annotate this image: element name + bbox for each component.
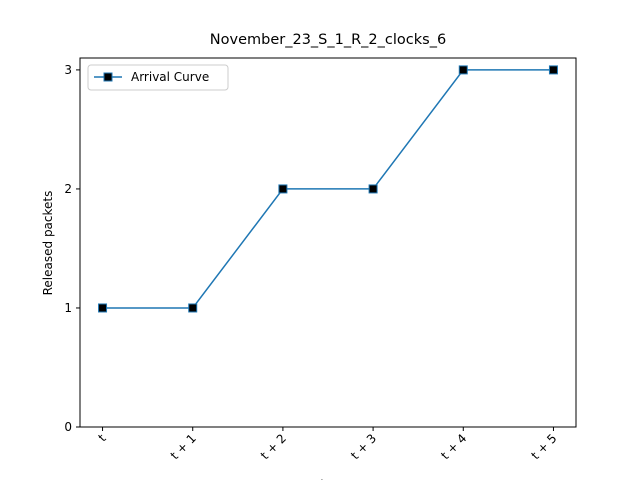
y-tick-label: 0 bbox=[64, 420, 72, 434]
x-tick-label: t + 2 bbox=[258, 431, 289, 462]
plot-frame bbox=[79, 57, 577, 428]
x-tick-label: t + 5 bbox=[528, 431, 559, 462]
series-line bbox=[102, 69, 554, 309]
x-tick-label: t + 4 bbox=[438, 431, 469, 462]
legend-marker bbox=[103, 72, 113, 82]
legend-label: Arrival Curve bbox=[131, 70, 209, 84]
marker bbox=[98, 303, 108, 313]
marker bbox=[548, 65, 558, 75]
x-tick-label: t bbox=[95, 431, 108, 444]
marker bbox=[368, 184, 378, 194]
x-tick-label: t + 3 bbox=[348, 431, 379, 462]
x-axis-label: Time bbox=[312, 478, 342, 480]
legend: Arrival Curve bbox=[87, 64, 229, 91]
y-tick-label: 1 bbox=[64, 301, 72, 315]
marker bbox=[278, 184, 288, 194]
chart-title: November_23_S_1_R_2_clocks_6 bbox=[210, 32, 446, 48]
legend-frame bbox=[87, 64, 229, 91]
marker bbox=[188, 303, 198, 313]
marker bbox=[458, 65, 468, 75]
y-tick-label: 3 bbox=[64, 63, 72, 77]
y-axis-label: Released packets bbox=[41, 191, 55, 296]
x-tick-label: t + 1 bbox=[168, 431, 199, 462]
y-tick-label: 2 bbox=[64, 182, 72, 196]
